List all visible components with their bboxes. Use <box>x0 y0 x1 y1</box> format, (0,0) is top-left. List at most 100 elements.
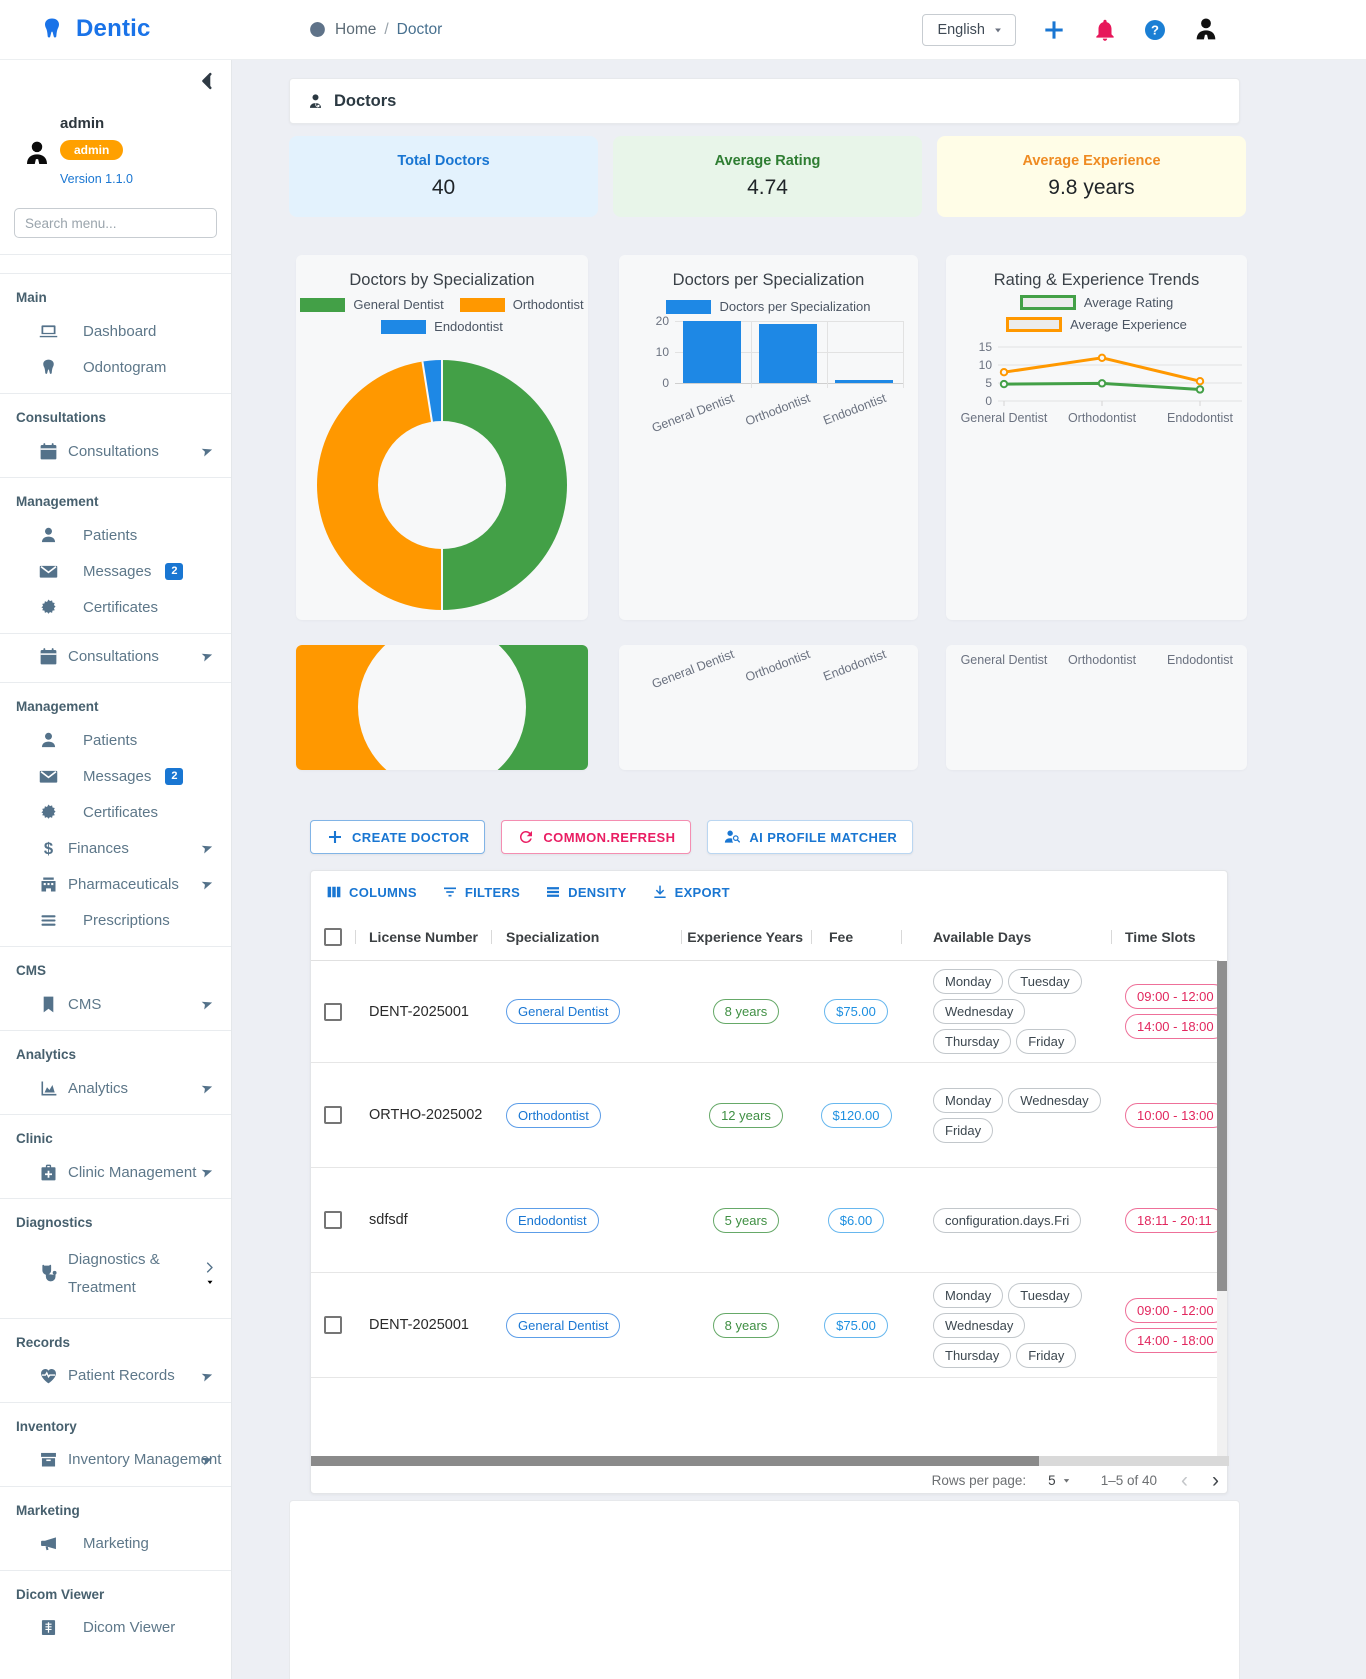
notifications-bell-icon[interactable] <box>1092 17 1118 43</box>
day-chip: Monday <box>933 969 1004 994</box>
create-doctor-button[interactable]: CREATE DOCTOR <box>310 820 486 854</box>
menu-search-input[interactable] <box>14 208 217 238</box>
gridline <box>903 321 904 388</box>
row-checkbox-cell <box>311 1273 355 1377</box>
horizontal-scrollbar-thumb[interactable] <box>311 1456 1039 1466</box>
sidebar-item-consultations[interactable]: Consultations <box>0 433 231 469</box>
app-logo[interactable]: Dentic <box>38 14 151 44</box>
sidebar-item-certificates[interactable]: Certificates <box>0 589 231 625</box>
legend-item-endodontist[interactable]: Endodontist <box>381 319 503 334</box>
add-icon[interactable] <box>1041 17 1067 43</box>
expand-arrow-icon <box>199 840 215 856</box>
toolbar-density-button[interactable]: DENSITY <box>544 883 626 901</box>
sidebar-item-label: Diagnostics & Treatment <box>68 1251 160 1296</box>
breadcrumb: Home / Doctor <box>308 20 442 39</box>
sidebar-item-finances[interactable]: $ Finances <box>0 830 231 866</box>
legend-item-orthodontist[interactable]: Orthodontist <box>459 297 584 312</box>
sidebar-item-inventory-management[interactable]: Inventory Management <box>0 1442 231 1478</box>
sidebar-item-messages[interactable]: Messages 2 <box>0 553 231 589</box>
select-all-checkbox[interactable] <box>324 927 342 946</box>
sidebar-item-messages[interactable]: Messages 2 <box>0 758 231 794</box>
sidebar-item-diagnostics-treatment[interactable]: Diagnostics & Treatment <box>0 1238 231 1310</box>
lines3-icon <box>38 910 59 931</box>
row-checkbox[interactable] <box>324 1002 342 1021</box>
help-icon[interactable]: ? <box>1143 18 1167 42</box>
column-header-specialization[interactable]: Specialization <box>491 913 681 960</box>
gridline <box>675 321 903 322</box>
sidebar-item-analytics[interactable]: Analytics <box>0 1070 231 1106</box>
vertical-scrollbar-thumb[interactable] <box>1217 961 1227 1291</box>
sidebar-item-prescriptions[interactable]: Prescriptions <box>0 902 231 938</box>
toolbar-button-label: DENSITY <box>568 884 627 900</box>
legend-item-doctors-per-specialization[interactable]: Doctors per Specialization <box>666 299 871 314</box>
common-refresh-button[interactable]: COMMON.REFRESH <box>501 820 692 854</box>
previous-page-button[interactable]: ‹ <box>1181 1469 1188 1492</box>
fee-chip: $6.00 <box>827 1207 885 1233</box>
table-row[interactable]: DENT-2025001 General Dentist 8 years $75.00… <box>311 961 1219 1063</box>
experience-chip: 12 years <box>709 1102 783 1128</box>
column-header-experience-years[interactable]: Experience Years <box>681 913 811 960</box>
horizontal-scrollbar[interactable] <box>311 1456 1229 1466</box>
day-chip: Wednesday <box>933 999 1026 1024</box>
columns-icon <box>325 883 343 901</box>
tooth-logo-icon <box>38 14 66 44</box>
legend-item-general-dentist[interactable]: General Dentist <box>300 297 444 312</box>
vertical-scrollbar[interactable] <box>1217 961 1227 1456</box>
language-select[interactable]: English <box>922 14 1016 46</box>
day-chip: Friday <box>1016 1342 1077 1368</box>
row-checkbox[interactable] <box>324 1316 342 1334</box>
next-page-button[interactable]: › <box>1212 1469 1219 1492</box>
rows-per-page-select[interactable]: 5 <box>1048 1473 1073 1488</box>
table-row[interactable]: sdfsdf Endodontist 5 years $6.00 configurati… <box>311 1168 1219 1273</box>
cell-available-days: Monday Wednesday Friday <box>901 1063 1111 1167</box>
sidebar-item-label: Messages <box>83 562 152 580</box>
bar-plot <box>675 321 903 383</box>
row-checkbox[interactable] <box>324 1211 342 1229</box>
account-icon[interactable] <box>1192 16 1220 44</box>
y-tick-label: 20 <box>655 314 669 328</box>
doughnut-chart <box>296 645 588 770</box>
sidebar-section: CMS CMS <box>0 946 231 1030</box>
pharmacy-icon <box>38 874 59 895</box>
cell-fee: $75.00 <box>811 1273 901 1377</box>
sidebar-item-cms[interactable]: CMS <box>0 986 231 1022</box>
sidebar-item-patient-records[interactable]: Patient Records <box>0 1358 231 1394</box>
column-header-license-number[interactable]: License Number <box>355 913 491 960</box>
table-row[interactable]: ORTHO-2025002 Orthodontist 12 years $120.00… <box>311 1063 1219 1168</box>
cell-license-number: sdfsdf <box>369 1212 408 1228</box>
version-link[interactable]: Version 1.1.0 <box>60 172 133 186</box>
column-header-fee[interactable]: Fee <box>811 913 901 960</box>
breadcrumb-home-link[interactable]: Home <box>335 20 377 38</box>
cell-available-days: Monday Tuesday Wednesday Thursday Friday <box>901 1273 1111 1377</box>
bar-general-dentist <box>683 321 741 383</box>
sidebar-section-header: Main <box>16 290 47 305</box>
sidebar-item-dicom-viewer[interactable]: Dicom Viewer <box>0 1610 231 1646</box>
column-header-available-days[interactable]: Available Days <box>901 913 1111 960</box>
legend-swatch <box>666 299 712 314</box>
sidebar-collapse-button[interactable] <box>197 70 219 92</box>
sidebar-item-odontogram[interactable]: Odontogram <box>0 349 231 385</box>
toolbar-filters-button[interactable]: FILTERS <box>441 883 520 901</box>
sidebar-item-label: Inventory Management <box>68 1451 222 1468</box>
doctors-icon <box>306 92 325 111</box>
table-row[interactable]: DENT-2025001 General Dentist 8 years $75.00… <box>311 1273 1219 1378</box>
toolbar-columns-button[interactable]: COLUMNS <box>325 883 417 901</box>
user-role-badge: admin <box>60 140 124 160</box>
stat-card-average-rating: Average Rating 4.74 <box>613 136 922 217</box>
sidebar-item-marketing[interactable]: Marketing <box>0 1526 231 1562</box>
column-header-time-slots[interactable]: Time Slots <box>1111 913 1219 960</box>
sidebar-item-pharmaceuticals[interactable]: Pharmaceuticals <box>0 866 231 902</box>
row-checkbox[interactable] <box>324 1106 342 1124</box>
legend-item-average-experience[interactable]: Average Experience <box>1006 317 1187 332</box>
sidebar-item-clinic-management[interactable]: Clinic Management <box>0 1154 231 1190</box>
legend-item-average-rating[interactable]: Average Rating <box>1019 295 1173 310</box>
sidebar-item-patients[interactable]: Patients <box>0 517 231 553</box>
ai-profile-matcher-button[interactable]: AI PROFILE MATCHER <box>707 820 914 854</box>
svg-text:$: $ <box>44 839 53 858</box>
sidebar-item-consultations[interactable]: Consultations <box>0 638 231 674</box>
expand-arrow-icon <box>199 876 215 892</box>
sidebar-item-certificates[interactable]: Certificates <box>0 794 231 830</box>
toolbar-export-button[interactable]: EXPORT <box>651 883 730 901</box>
sidebar-item-dashboard[interactable]: Dashboard <box>0 313 231 349</box>
sidebar-item-patients[interactable]: Patients <box>0 722 231 758</box>
